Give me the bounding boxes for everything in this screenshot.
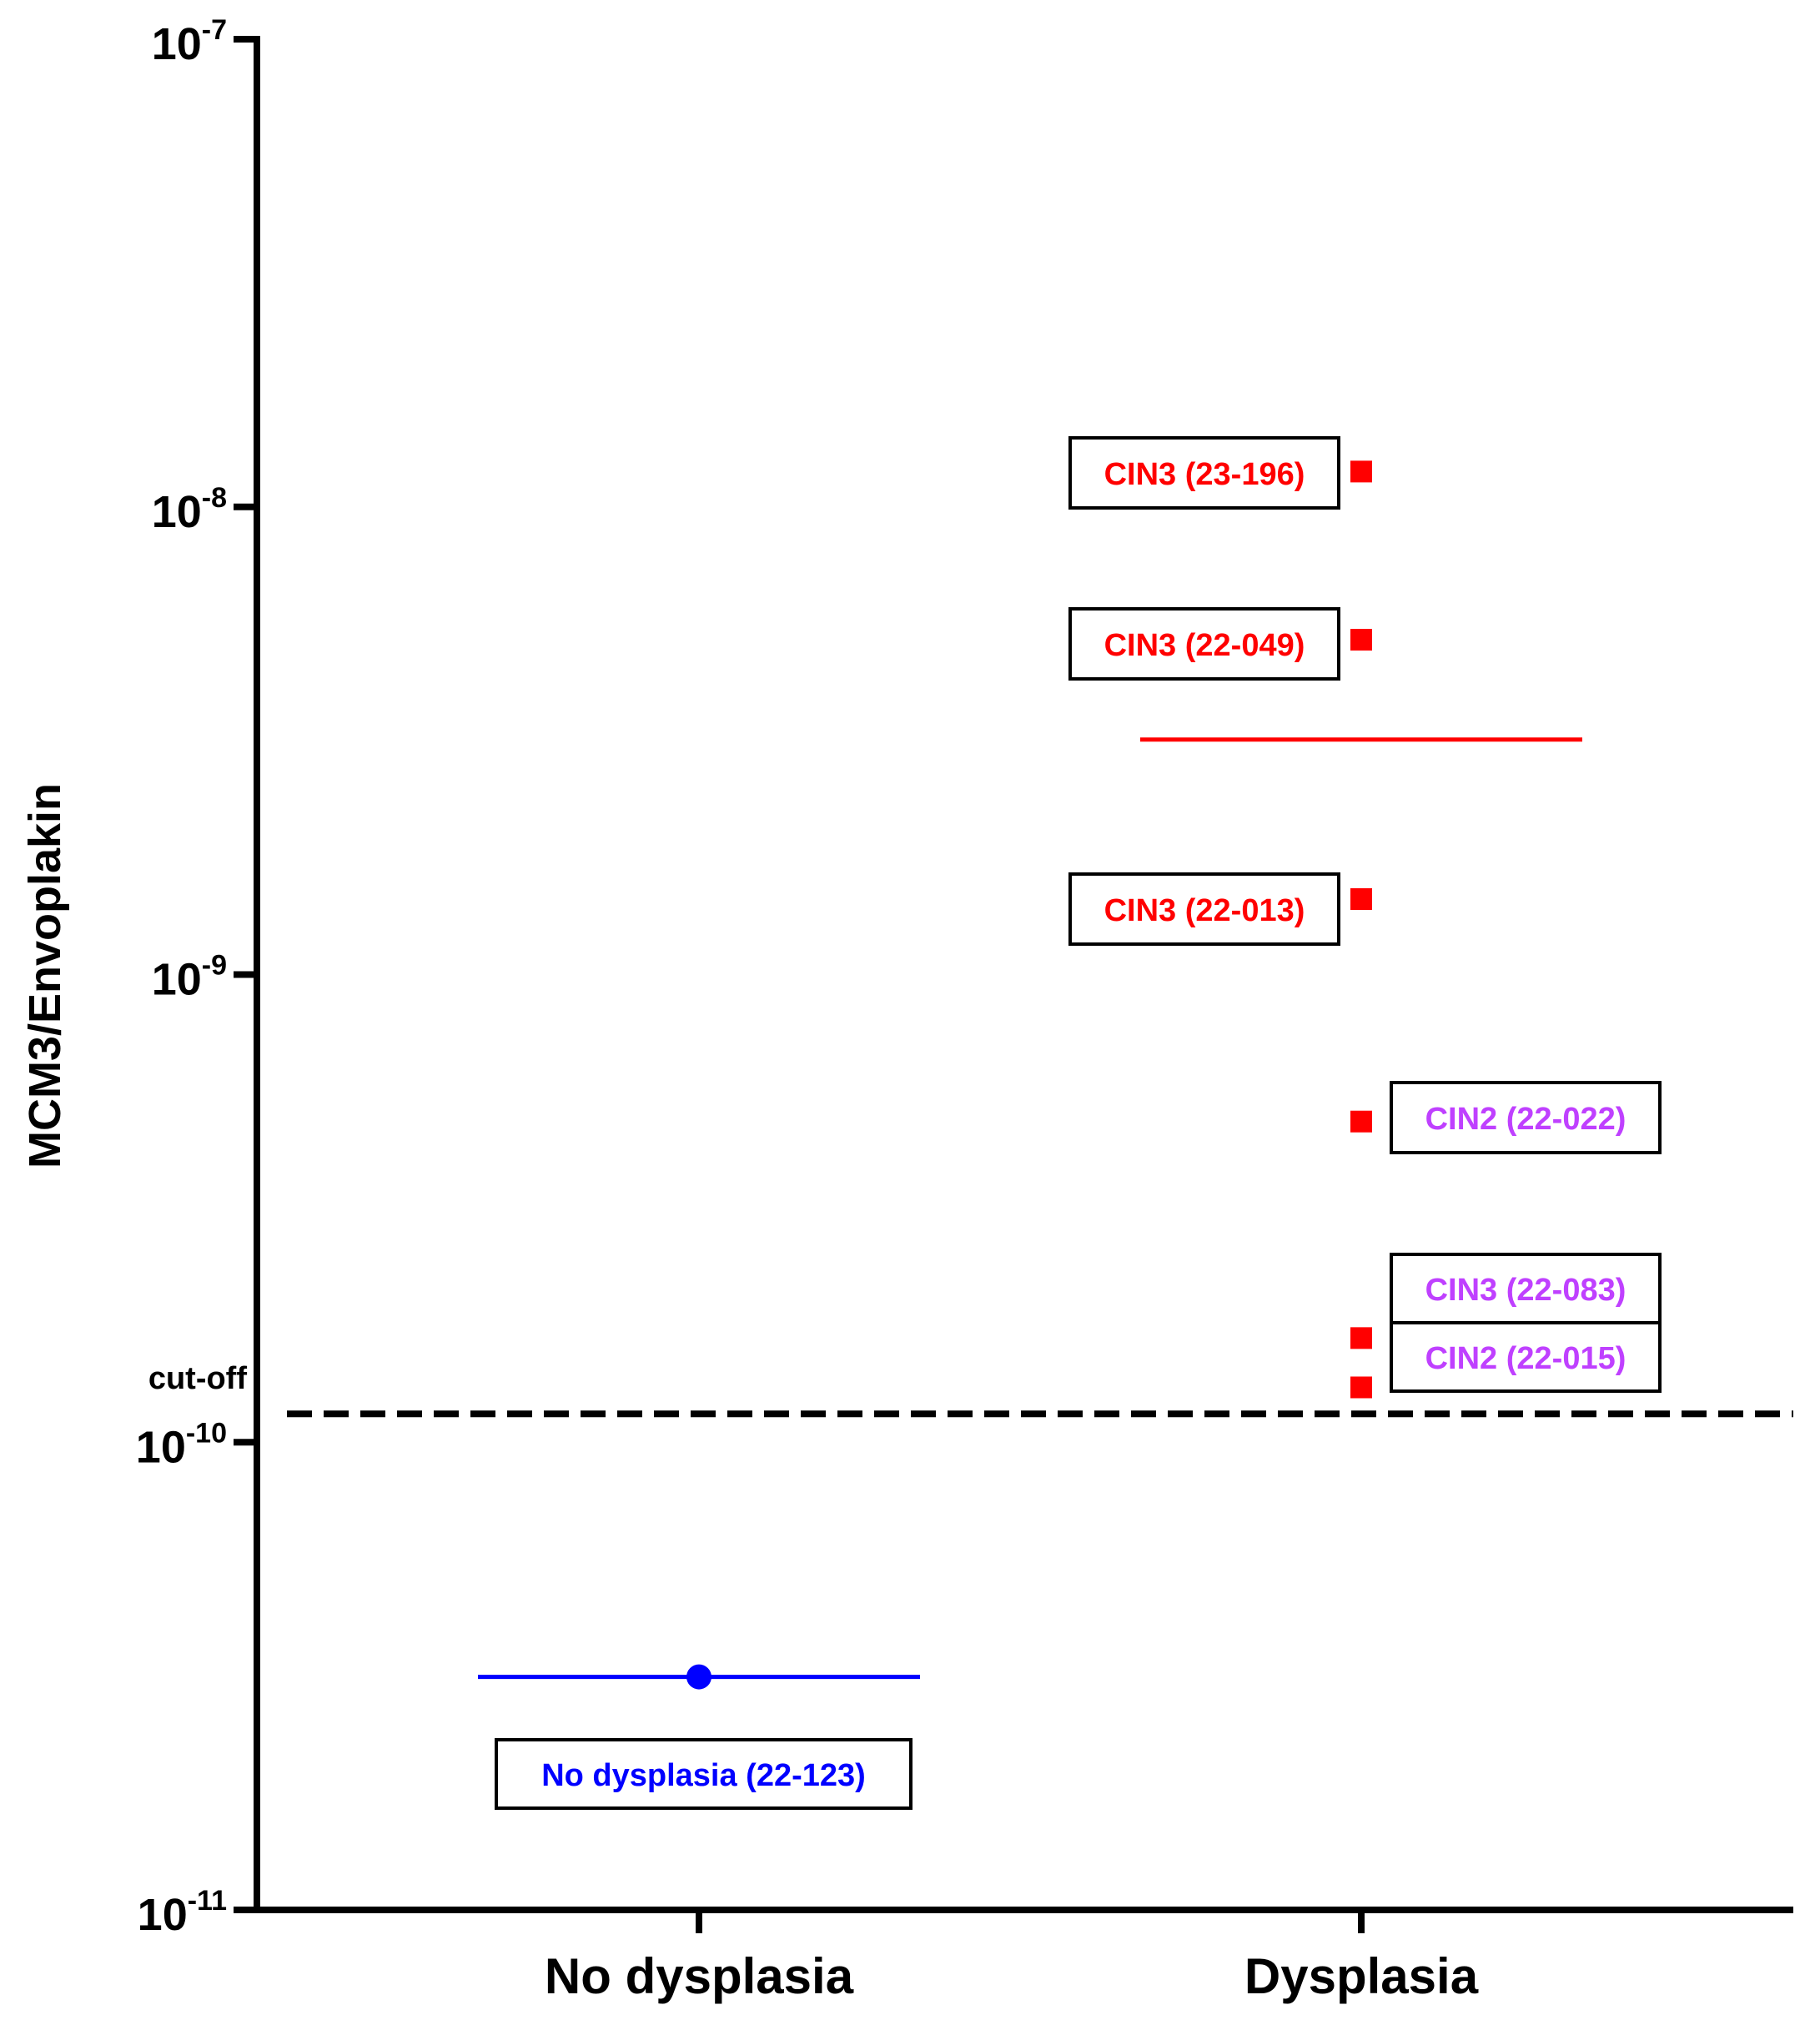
y-tick-label: 10-8 xyxy=(152,482,227,537)
data-point xyxy=(686,1664,711,1690)
point-label: No dysplasia (22-123) xyxy=(541,1758,866,1793)
data-point xyxy=(1350,460,1372,483)
point-label: CIN3 (22-083) xyxy=(1425,1273,1626,1308)
point-label-box xyxy=(1390,1253,1662,1324)
median-layer xyxy=(478,737,1582,1680)
point-label: CIN2 (22-015) xyxy=(1425,1341,1626,1376)
point-label: CIN2 (22-022) xyxy=(1425,1102,1626,1137)
point-label-box xyxy=(1390,1321,1662,1393)
point-label-box xyxy=(1068,436,1340,510)
y-tick-label: 10-11 xyxy=(138,1885,227,1940)
x-tick-label: No dysplasia xyxy=(545,1948,854,2004)
point-label: CIN3 (23-196) xyxy=(1104,457,1305,492)
data-point xyxy=(1350,1327,1372,1349)
point-label: CIN3 (22-049) xyxy=(1104,628,1305,663)
y-tick-label: 10-9 xyxy=(152,950,227,1005)
point-label-box xyxy=(1068,607,1340,681)
data-point xyxy=(1350,1110,1372,1133)
data-point xyxy=(1350,629,1372,651)
data-point xyxy=(1350,888,1372,911)
cutoff-label: cut-off xyxy=(148,1361,248,1396)
label-box-layer: No dysplasia (22-123) CIN3 (23-196) CIN3 (… xyxy=(495,436,1662,1810)
axis-layer: 10-7 10-8 10-9 10-10 10-11 No dysplasia Dyspla… xyxy=(20,14,1793,2004)
point-label-box xyxy=(1390,1081,1662,1154)
point-label-box xyxy=(1068,872,1340,946)
point-layer xyxy=(686,460,1372,1690)
cutoff-layer: cut-off xyxy=(148,1361,1793,1418)
data-point xyxy=(1350,1376,1372,1399)
x-tick-label: Dysplasia xyxy=(1244,1948,1479,2004)
point-label: CIN3 (22-013) xyxy=(1104,893,1305,928)
y-tick-label: 10-10 xyxy=(136,1417,227,1472)
y-axis-title: MCM3/Envoplakin xyxy=(20,783,70,1168)
point-label-box xyxy=(495,1738,913,1810)
y-tick-label: 10-7 xyxy=(152,14,227,69)
